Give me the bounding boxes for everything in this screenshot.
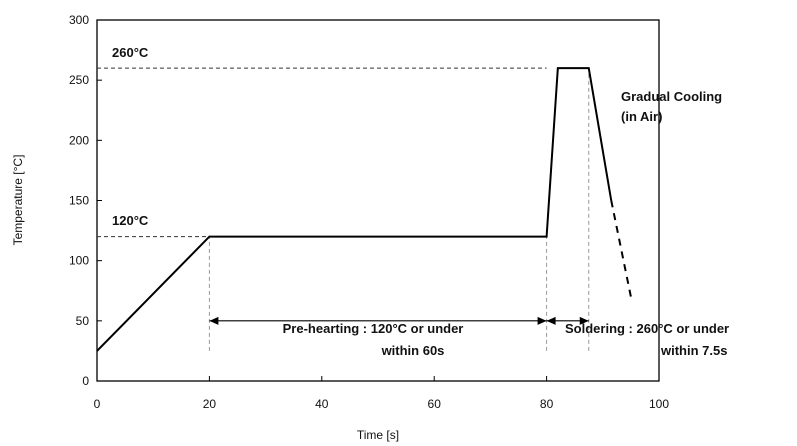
x-tick-label: 0: [94, 397, 101, 411]
y-tick-label: 300: [69, 13, 89, 27]
arrowhead-left: [209, 317, 218, 325]
series-lines: [97, 68, 631, 351]
y-axis-title: Temperature [°C]: [11, 155, 25, 246]
x-tick-label: 60: [428, 397, 442, 411]
ref-label-120: 120°C: [112, 213, 149, 228]
y-tick-label: 200: [69, 133, 89, 147]
x-tick-label: 100: [649, 397, 669, 411]
y-tick-label: 250: [69, 73, 89, 87]
cooling-extrapolation-line: [611, 201, 631, 297]
x-tick-label: 80: [540, 397, 554, 411]
y-tick-label: 0: [82, 374, 89, 388]
guide-lines: [209, 68, 588, 351]
soldering-label-line2: within 7.5s: [660, 343, 727, 358]
cooling-label-line2: (in Air): [621, 109, 662, 124]
arrowhead-left: [547, 317, 556, 325]
y-tick-label: 150: [69, 194, 89, 208]
x-tick-label: 40: [315, 397, 329, 411]
soldering-label-line1: Soldering : 260°C or under: [565, 321, 729, 336]
ref-label-260: 260°C: [112, 45, 149, 60]
x-axis-title: Time [s]: [357, 428, 399, 442]
y-tick-label: 50: [76, 314, 90, 328]
temperature-profile-line: [97, 68, 611, 351]
preheat-label-line2: within 60s: [381, 343, 445, 358]
preheat-label-line1: Pre-hearting : 120°C or under: [283, 321, 464, 336]
cooling-label-line1: Gradual Cooling: [621, 89, 722, 104]
arrowhead-right: [538, 317, 547, 325]
reference-lines: [97, 68, 547, 236]
y-tick-label: 100: [69, 254, 89, 268]
x-tick-label: 20: [203, 397, 217, 411]
